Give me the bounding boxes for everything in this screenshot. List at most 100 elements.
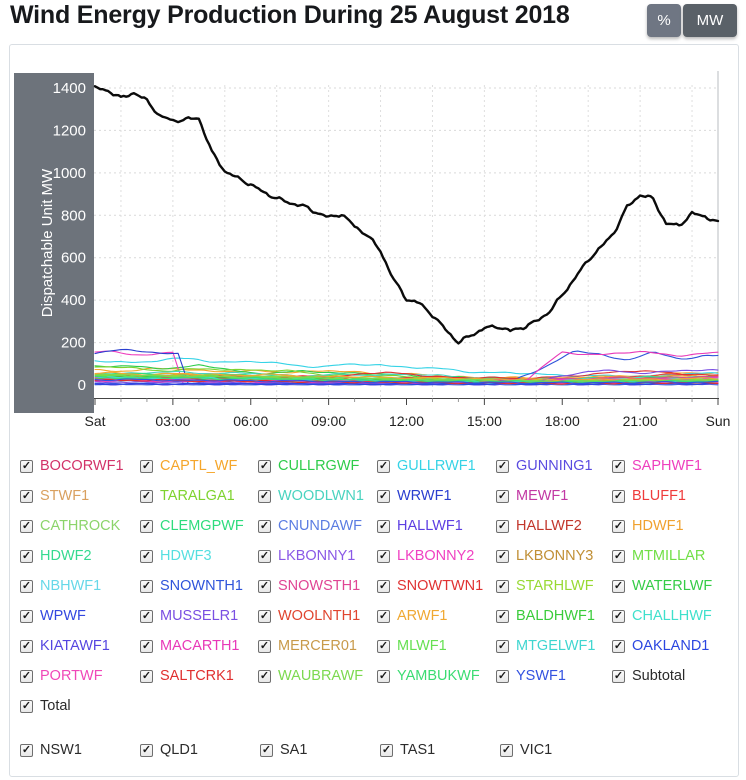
checkbox-total[interactable]: ✓ [20, 699, 33, 713]
checkbox-tas1[interactable]: ✓ [380, 743, 393, 757]
legend-item-gullrwf1[interactable]: ✓ GULLRWF1 [377, 451, 496, 481]
legend-item-lkbonny1[interactable]: ✓ LKBONNY1 [258, 541, 377, 571]
legend-item-woolnth1[interactable]: ✓ WOOLNTH1 [258, 601, 377, 631]
checkbox-bluff1[interactable]: ✓ [612, 489, 625, 503]
checkbox-sa1[interactable]: ✓ [260, 743, 273, 757]
legend-item-saltcrk1[interactable]: ✓ SALTCRK1 [140, 661, 258, 691]
legend-item-mercer01[interactable]: ✓ MERCER01 [258, 631, 377, 661]
checkbox-woolnth1[interactable]: ✓ [258, 609, 271, 623]
checkbox-mercer01[interactable]: ✓ [258, 639, 271, 653]
legend-item-stwf1[interactable]: ✓ STWF1 [20, 481, 140, 511]
checkbox-musselr1[interactable]: ✓ [140, 609, 153, 623]
checkbox-nsw1[interactable]: ✓ [20, 743, 33, 757]
legend-item-cnundawf[interactable]: ✓ CNUNDAWF [258, 511, 377, 541]
checkbox-wpwf[interactable]: ✓ [20, 609, 33, 623]
legend-item-gunning1[interactable]: ✓ GUNNING1 [496, 451, 612, 481]
legend-item-mtmillar[interactable]: ✓ MTMILLAR [612, 541, 738, 571]
legend-item-waterlwf[interactable]: ✓ WATERLWF [612, 571, 738, 601]
checkbox-challhwf[interactable]: ✓ [612, 609, 625, 623]
legend-item-challhwf[interactable]: ✓ CHALLHWF [612, 601, 738, 631]
checkbox-baldhwf1[interactable]: ✓ [496, 609, 509, 623]
checkbox-snowtwn1[interactable]: ✓ [377, 579, 390, 593]
legend-item-arwf1[interactable]: ✓ ARWF1 [377, 601, 496, 631]
checkbox-gullrwf1[interactable]: ✓ [377, 459, 390, 473]
checkbox-taralga1[interactable]: ✓ [140, 489, 153, 503]
legend-item-captl_wf[interactable]: ✓ CAPTL_WF [140, 451, 258, 481]
legend-item-total[interactable]: ✓ Total [20, 691, 140, 721]
checkbox-waubrawf[interactable]: ✓ [258, 669, 271, 683]
legend-item-saphwf1[interactable]: ✓ SAPHWF1 [612, 451, 738, 481]
checkbox-captl_wf[interactable]: ✓ [140, 459, 153, 473]
legend-item-cathrock[interactable]: ✓ CATHROCK [20, 511, 140, 541]
checkbox-nbhwf1[interactable]: ✓ [20, 579, 33, 593]
legend-item-waubrawf[interactable]: ✓ WAUBRAWF [258, 661, 377, 691]
legend-item-portwf[interactable]: ✓ PORTWF [20, 661, 140, 691]
checkbox-hallwf2[interactable]: ✓ [496, 519, 509, 533]
checkbox-hallwf1[interactable]: ✓ [377, 519, 390, 533]
legend-item-bluff1[interactable]: ✓ BLUFF1 [612, 481, 738, 511]
legend-item-wrwf1[interactable]: ✓ WRWF1 [377, 481, 496, 511]
checkbox-cullrgwf[interactable]: ✓ [258, 459, 271, 473]
legend-item-bocorwf1[interactable]: ✓ BOCORWF1 [20, 451, 140, 481]
checkbox-woodlwn1[interactable]: ✓ [258, 489, 271, 503]
checkbox-stwf1[interactable]: ✓ [20, 489, 33, 503]
checkbox-gunning1[interactable]: ✓ [496, 459, 509, 473]
checkbox-yambukwf[interactable]: ✓ [377, 669, 390, 683]
checkbox-clemgpwf[interactable]: ✓ [140, 519, 153, 533]
checkbox-snowsth1[interactable]: ✓ [258, 579, 271, 593]
legend-item-lkbonny3[interactable]: ✓ LKBONNY3 [496, 541, 612, 571]
checkbox-snownth1[interactable]: ✓ [140, 579, 153, 593]
legend-item-nsw1[interactable]: ✓ NSW1 [20, 735, 140, 765]
legend-item-hallwf2[interactable]: ✓ HALLWF2 [496, 511, 612, 541]
legend-item-wpwf[interactable]: ✓ WPWF [20, 601, 140, 631]
legend-item-qld1[interactable]: ✓ QLD1 [140, 735, 260, 765]
legend-item-baldhwf1[interactable]: ✓ BALDHWF1 [496, 601, 612, 631]
checkbox-mtgelwf1[interactable]: ✓ [496, 639, 509, 653]
legend-item-hdwf1[interactable]: ✓ HDWF1 [612, 511, 738, 541]
legend-item-kiatawf1[interactable]: ✓ KIATAWF1 [20, 631, 140, 661]
legend-item-snownth1[interactable]: ✓ SNOWNTH1 [140, 571, 258, 601]
checkbox-mtmillar[interactable]: ✓ [612, 549, 625, 563]
checkbox-cnundawf[interactable]: ✓ [258, 519, 271, 533]
checkbox-hdwf2[interactable]: ✓ [20, 549, 33, 563]
legend-item-nbhwf1[interactable]: ✓ NBHWF1 [20, 571, 140, 601]
legend-item-starhlwf[interactable]: ✓ STARHLWF [496, 571, 612, 601]
legend-item-cullrgwf[interactable]: ✓ CULLRGWF [258, 451, 377, 481]
checkbox-macarth1[interactable]: ✓ [140, 639, 153, 653]
legend-item-hdwf2[interactable]: ✓ HDWF2 [20, 541, 140, 571]
checkbox-oakland1[interactable]: ✓ [612, 639, 625, 653]
legend-item-yambukwf[interactable]: ✓ YAMBUKWF [377, 661, 496, 691]
checkbox-waterlwf[interactable]: ✓ [612, 579, 625, 593]
checkbox-hdwf3[interactable]: ✓ [140, 549, 153, 563]
legend-item-oakland1[interactable]: ✓ OAKLAND1 [612, 631, 738, 661]
checkbox-saltcrk1[interactable]: ✓ [140, 669, 153, 683]
legend-item-woodlwn1[interactable]: ✓ WOODLWN1 [258, 481, 377, 511]
checkbox-yswf1[interactable]: ✓ [496, 669, 509, 683]
legend-item-snowtwn1[interactable]: ✓ SNOWTWN1 [377, 571, 496, 601]
checkbox-hdwf1[interactable]: ✓ [612, 519, 625, 533]
legend-item-hallwf1[interactable]: ✓ HALLWF1 [377, 511, 496, 541]
legend-item-musselr1[interactable]: ✓ MUSSELR1 [140, 601, 258, 631]
checkbox-qld1[interactable]: ✓ [140, 743, 153, 757]
legend-item-hdwf3[interactable]: ✓ HDWF3 [140, 541, 258, 571]
checkbox-mlwf1[interactable]: ✓ [377, 639, 390, 653]
checkbox-lkbonny2[interactable]: ✓ [377, 549, 390, 563]
checkbox-cathrock[interactable]: ✓ [20, 519, 33, 533]
legend-item-yswf1[interactable]: ✓ YSWF1 [496, 661, 612, 691]
legend-item-snowsth1[interactable]: ✓ SNOWSTH1 [258, 571, 377, 601]
checkbox-bocorwf1[interactable]: ✓ [20, 459, 33, 473]
legend-item-mewf1[interactable]: ✓ MEWF1 [496, 481, 612, 511]
checkbox-mewf1[interactable]: ✓ [496, 489, 509, 503]
checkbox-saphwf1[interactable]: ✓ [612, 459, 625, 473]
legend-item-clemgpwf[interactable]: ✓ CLEMGPWF [140, 511, 258, 541]
mw-unit-button[interactable]: MW [683, 4, 737, 37]
legend-item-macarth1[interactable]: ✓ MACARTH1 [140, 631, 258, 661]
checkbox-starhlwf[interactable]: ✓ [496, 579, 509, 593]
checkbox-portwf[interactable]: ✓ [20, 669, 33, 683]
checkbox-kiatawf1[interactable]: ✓ [20, 639, 33, 653]
legend-item-tas1[interactable]: ✓ TAS1 [380, 735, 500, 765]
legend-item-mtgelwf1[interactable]: ✓ MTGELWF1 [496, 631, 612, 661]
percent-unit-button[interactable]: % [647, 4, 681, 37]
legend-item-sa1[interactable]: ✓ SA1 [260, 735, 380, 765]
legend-item-vic1[interactable]: ✓ VIC1 [500, 735, 620, 765]
